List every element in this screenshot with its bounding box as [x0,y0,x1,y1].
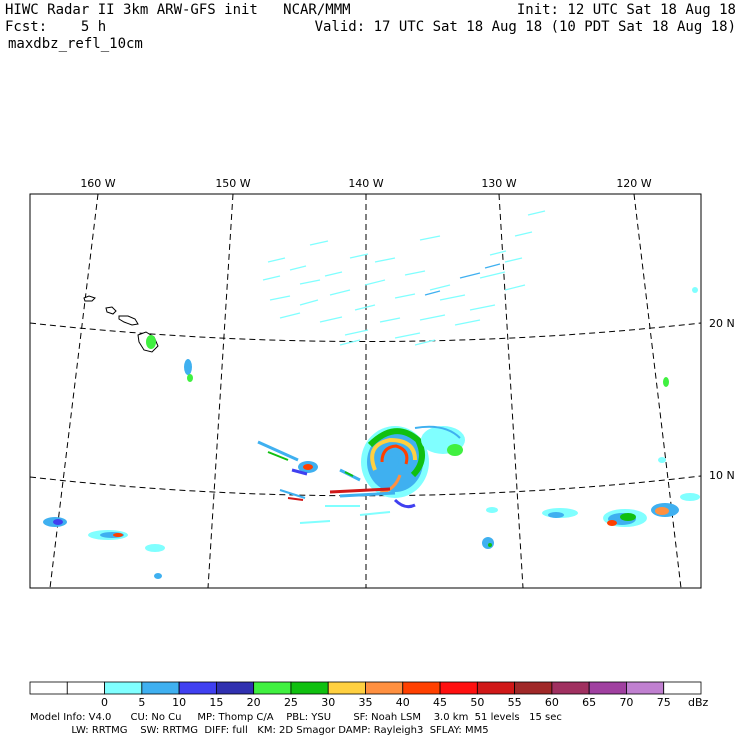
meridian-150w [207,193,234,589]
colorbar-tick-label: 25 [283,696,298,709]
southwest-cells [43,517,165,579]
field-name: maxdbz_refl_10cm [8,36,143,52]
colorbar-swatch [290,681,329,695]
colorbar-tick-label: 75 [656,696,671,709]
colorbar-tick-label: 45 [433,696,448,709]
lon-label-160w: 160 W [80,177,115,190]
lon-label-150w: 150 W [215,177,250,190]
colorbar-swatch [439,681,478,695]
lon-label-120w: 120 W [616,177,651,190]
island-kauai [83,295,96,302]
southeast-cells [482,287,700,549]
colorbar-swatch [215,681,255,695]
colorbar-tick-label: 60 [544,696,559,709]
title-line: HIWC Radar II 3km ARW-GFS init NCAR/MMM [5,2,351,18]
colorbar-tick-label: 0 [101,696,109,709]
init-time: Init: 12 UTC Sat 18 Aug 18 [516,2,736,18]
colorbar-swatch [663,681,702,695]
colorbar-tick-label: 5 [138,696,146,709]
colorbar-swatch [253,681,292,695]
colorbar-swatch [141,681,180,695]
meridian-130w [498,193,524,589]
colorbar-swatch [29,681,68,695]
hawaii-cells [146,335,193,382]
colorbar-tick-label: 10 [172,696,187,709]
colorbar-tick-label: 70 [619,696,634,709]
colorbar-swatch [327,681,366,695]
colorbar-tick-label: 30 [321,696,336,709]
colorbar-unit: dBz [688,696,709,709]
lat-label-10n: 10 N [709,469,735,482]
lat-label-20n: 20 N [709,317,735,330]
colorbar-tick-label: 35 [358,696,373,709]
meridian-120w [633,193,682,589]
tropical-cyclone [329,425,465,509]
colorbar-swatch [178,681,217,695]
parallel-20n [29,322,702,342]
colorbar-swatch [402,681,441,695]
colorbar-swatch [476,681,516,695]
lon-label-140w: 140 W [348,177,383,190]
colorbar-tick-label: 55 [507,696,522,709]
valid-time: Valid: 17 UTC Sat 18 Aug 18 (10 PDT Sat … [314,19,736,35]
colorbar-tick-label: 15 [209,696,224,709]
colorbar-tick-label: 50 [470,696,485,709]
colorbar-swatch [551,681,590,695]
colorbar [29,681,702,695]
colorbar-swatch [66,681,105,695]
island-oahu [105,306,117,315]
colorbar-swatch [626,681,665,695]
colorbar-swatch [588,681,627,695]
colorbar-tick-label: 40 [395,696,410,709]
forecast-hour: Fcst: 5 h [5,19,107,35]
colorbar-tick-label: 65 [582,696,597,709]
colorbar-swatch [514,681,553,695]
colorbar-tick-label: 20 [246,696,261,709]
colorbar-swatch [104,681,143,695]
island-maui [118,315,139,326]
lon-label-130w: 130 W [481,177,516,190]
reflectivity-field [43,210,700,579]
model-info-line2: LW: RRTMG SW: RRTMG DIFF: full KM: 2D Sm… [30,725,489,736]
colorbar-swatch [365,681,404,695]
western-band [257,440,391,524]
model-info-line1: Model Info: V4.0 CU: No Cu MP: Thomp C/A… [30,712,562,723]
northern-cloud-band [262,210,546,346]
parallel-10n [29,475,702,497]
